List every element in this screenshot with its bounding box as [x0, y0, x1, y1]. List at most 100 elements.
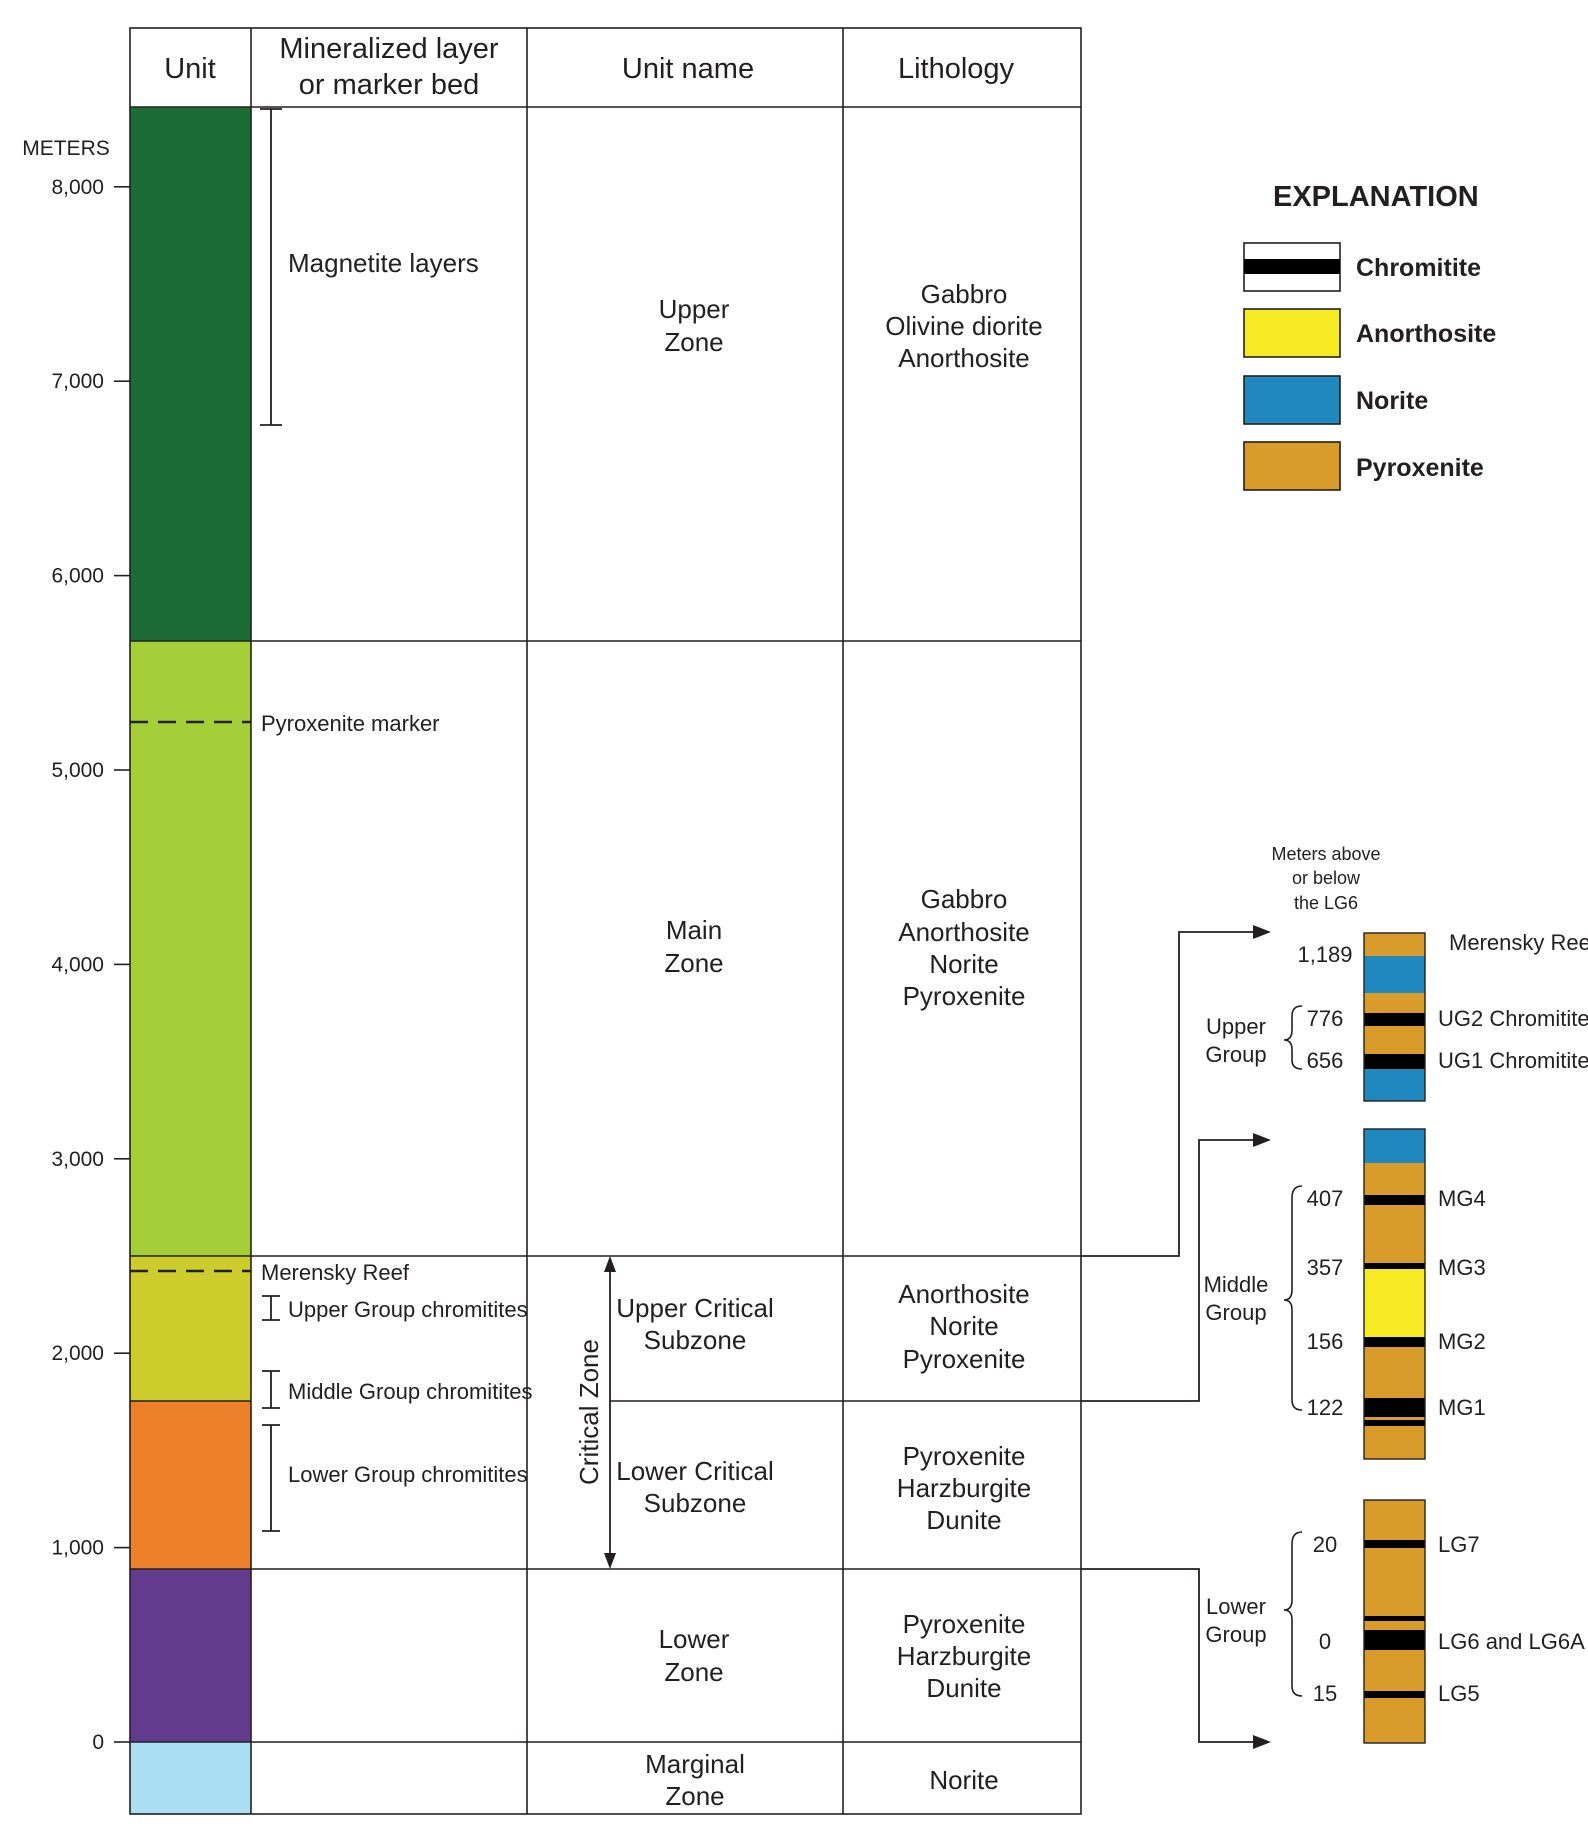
- lithology-main-zone: Gabbro Anorthosite Norite Pyroxenite: [898, 884, 1030, 1011]
- marker-pyroxenite-label: Pyroxenite marker: [261, 711, 440, 736]
- svg-text:the LG6: the LG6: [1294, 893, 1358, 913]
- value-lg5: 15: [1313, 1681, 1337, 1706]
- svg-text:Pyroxenite: Pyroxenite: [903, 1344, 1026, 1374]
- svg-text:Pyroxenite: Pyroxenite: [1356, 454, 1484, 482]
- axis-tick-label: 7,000: [51, 370, 104, 393]
- value-lg6: 0: [1319, 1629, 1331, 1654]
- svg-text:Upper: Upper: [1206, 1014, 1266, 1039]
- name-lg5: LG5: [1438, 1681, 1480, 1706]
- header-unit: Unit: [164, 53, 216, 85]
- connector-upper-group: [1081, 931, 1256, 1257]
- svg-text:Harzburgite: Harzburgite: [897, 1641, 1031, 1671]
- explanation-title: EXPLANATION: [1273, 181, 1479, 213]
- axis-tick-label: 1,000: [51, 1537, 104, 1560]
- axis-tick-label: 2,000: [51, 1342, 104, 1365]
- connector-arrowheads: [1253, 925, 1271, 1749]
- svg-text:Norite: Norite: [929, 949, 998, 979]
- legend-item-pyroxenite: Pyroxenite: [1243, 441, 1484, 491]
- unit-name-marginal-zone: Marginal Zone: [645, 1749, 745, 1811]
- unit-name-main-zone: Main Zone: [664, 915, 723, 978]
- axis-tick-label: 6,000: [51, 565, 104, 588]
- svg-text:Anorthosite: Anorthosite: [898, 1279, 1030, 1309]
- legend-item-norite: Norite: [1243, 375, 1428, 425]
- legend-item-anorthosite: Anorthosite: [1243, 308, 1496, 358]
- value-mg4: 407: [1307, 1186, 1344, 1211]
- svg-text:Pyroxenite: Pyroxenite: [903, 981, 1026, 1011]
- svg-text:Chromitite: Chromitite: [1356, 254, 1481, 282]
- svg-text:Zone: Zone: [664, 948, 723, 978]
- axis-tick-label: 4,000: [51, 953, 104, 976]
- critical-zone-label: Critical Zone: [574, 1339, 604, 1485]
- axis-ticks: 8,000 7,000 6,000 5,000 4,000 3,000 2,000 1,000…: [51, 176, 130, 1754]
- svg-text:Pyroxenite: Pyroxenite: [903, 1441, 1026, 1471]
- name-ug2: UG2 Chromitite: [1438, 1006, 1588, 1031]
- detail-header: Meters above or below the LG6: [1271, 844, 1380, 913]
- svg-text:Norite: Norite: [929, 1765, 998, 1795]
- svg-text:or below: or below: [1292, 868, 1361, 888]
- marker-middle-group-range: [262, 1370, 280, 1409]
- svg-text:Subzone: Subzone: [644, 1488, 747, 1518]
- layer-names: Merensky Reef UG2 Chromitite UG1 Chromit…: [1438, 930, 1588, 1706]
- name-merensky-reef: Merensky Reef: [1449, 930, 1588, 955]
- value-ug1: 656: [1307, 1048, 1344, 1073]
- svg-text:Lower: Lower: [659, 1624, 730, 1654]
- group-label-upper: Upper Group: [1205, 1014, 1266, 1067]
- detail-column-upper-group: [1363, 932, 1426, 1102]
- connector-lower-group: [1081, 1568, 1256, 1743]
- svg-text:Olivine diorite: Olivine diorite: [885, 311, 1043, 341]
- brace-middle-group: [1283, 1185, 1303, 1411]
- svg-text:Group: Group: [1205, 1300, 1266, 1325]
- brace-upper-group: [1283, 1005, 1303, 1070]
- svg-text:Norite: Norite: [929, 1311, 998, 1341]
- name-ug1: UG1 Chromitite: [1438, 1048, 1588, 1073]
- layer-values: 1,189 776 656 407 357 156 122 20 0 15: [1297, 942, 1352, 1706]
- svg-text:Subzone: Subzone: [644, 1325, 747, 1355]
- lithology-lower-critical-subzone: Pyroxenite Harzburgite Dunite: [897, 1441, 1031, 1535]
- header-lithology: Lithology: [898, 53, 1015, 85]
- header-mineralized-line2: or marker bed: [299, 69, 480, 101]
- name-mg1: MG1: [1438, 1395, 1486, 1420]
- svg-text:Gabbro: Gabbro: [921, 884, 1008, 914]
- svg-text:Group: Group: [1205, 1622, 1266, 1647]
- marker-middle-group-label: Middle Group chromitites: [288, 1379, 533, 1404]
- group-label-lower: Lower Group: [1205, 1594, 1266, 1647]
- header-mineralized-line1: Mineralized layer: [279, 33, 499, 65]
- name-mg4: MG4: [1438, 1186, 1486, 1211]
- connector-arrows: [1081, 931, 1256, 1743]
- unit-name-upper-critical-subzone: Upper Critical Subzone: [616, 1293, 774, 1355]
- svg-text:Lower: Lower: [1206, 1594, 1266, 1619]
- value-mg1: 122: [1307, 1395, 1344, 1420]
- svg-text:Zone: Zone: [664, 1657, 723, 1687]
- legend-item-chromitite: Chromitite: [1243, 242, 1481, 292]
- group-braces: [1283, 1005, 1303, 1697]
- svg-text:Meters above: Meters above: [1271, 844, 1380, 864]
- svg-text:Gabbro: Gabbro: [921, 279, 1008, 309]
- lithology-lower-zone: Pyroxenite Harzburgite Dunite: [897, 1609, 1031, 1703]
- marker-magnetite-layers: [260, 108, 282, 426]
- svg-text:Upper: Upper: [659, 294, 730, 324]
- detail-column-middle-group: [1363, 1128, 1426, 1460]
- name-mg3: MG3: [1438, 1255, 1486, 1280]
- value-ug2: 776: [1307, 1006, 1344, 1031]
- unit-name-lower-critical-subzone: Lower Critical Subzone: [616, 1456, 774, 1518]
- lithology-upper-zone: Gabbro Olivine diorite Anorthosite: [885, 279, 1043, 373]
- header-unit-name: Unit name: [622, 53, 754, 85]
- svg-text:Anorthosite: Anorthosite: [898, 917, 1030, 947]
- svg-text:Main: Main: [666, 915, 722, 945]
- marker-magnetite-layers-label: Magnetite layers: [288, 248, 479, 278]
- svg-text:Zone: Zone: [664, 327, 723, 357]
- explanation-legend: EXPLANATION Chromitite Anorthosite Norit…: [1243, 181, 1496, 491]
- unit-name-upper-zone: Upper Zone: [659, 294, 730, 357]
- axis-tick-label: 8,000: [51, 176, 104, 199]
- value-mg2: 156: [1307, 1329, 1344, 1354]
- lithology-upper-critical-subzone: Anorthosite Norite Pyroxenite: [898, 1279, 1030, 1374]
- unit-fill-lower-critical-subzone: [130, 1401, 251, 1569]
- svg-text:Anorthosite: Anorthosite: [898, 343, 1030, 373]
- unit-fill-upper-critical-subzone: [130, 1256, 251, 1401]
- marker-lower-group-label: Lower Group chromitites: [288, 1462, 528, 1487]
- svg-text:Dunite: Dunite: [926, 1673, 1001, 1703]
- value-lg7: 20: [1313, 1532, 1337, 1557]
- svg-text:Zone: Zone: [665, 1781, 724, 1811]
- marker-merensky-label: Merensky Reef: [261, 1260, 410, 1285]
- name-lg7: LG7: [1438, 1532, 1480, 1557]
